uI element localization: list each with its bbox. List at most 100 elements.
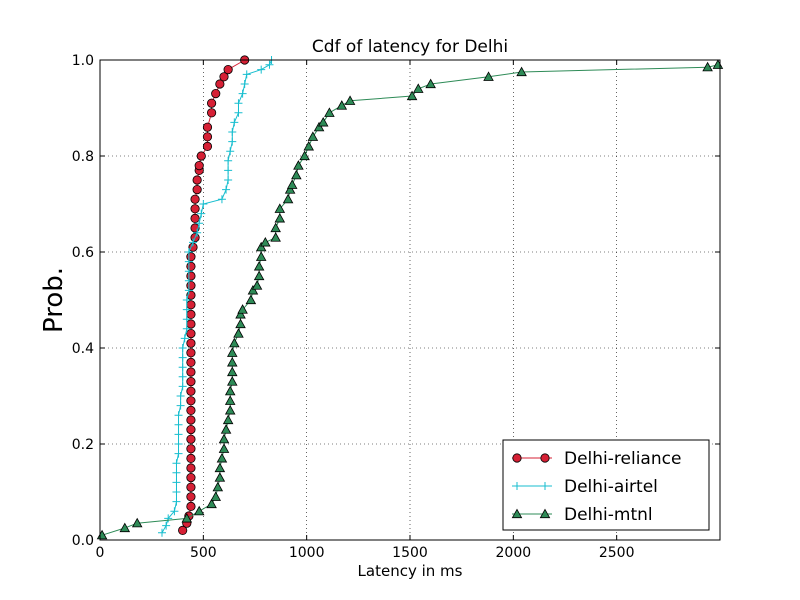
data-point-delhi-airtel bbox=[174, 449, 183, 458]
data-point-delhi-reliance bbox=[194, 161, 204, 171]
data-point-delhi-reliance bbox=[186, 482, 196, 492]
data-point-delhi-mtnl bbox=[344, 95, 356, 105]
data-point-delhi-mtnl bbox=[253, 260, 265, 271]
x-tick-label: 500 bbox=[190, 545, 217, 561]
data-point-delhi-airtel bbox=[224, 176, 233, 184]
legend-entry-delhi-mtnl: Delhi-mtnl bbox=[511, 505, 653, 525]
data-point-delhi-airtel bbox=[174, 440, 183, 448]
data-point-delhi-reliance bbox=[186, 472, 196, 483]
data-point-delhi-reliance bbox=[186, 501, 196, 511]
data-point-delhi-reliance bbox=[192, 175, 202, 185]
chart-title: Cdf of latency for Delhi bbox=[312, 37, 508, 57]
data-point-delhi-mtnl bbox=[212, 481, 224, 492]
data-point-delhi-airtel bbox=[172, 478, 181, 487]
data-point-delhi-reliance bbox=[186, 309, 196, 319]
data-point-delhi-airtel bbox=[182, 315, 191, 324]
legend-marker-delhi-airtel bbox=[513, 482, 521, 490]
series-layer bbox=[96, 55, 724, 540]
data-point-delhi-reliance bbox=[186, 405, 196, 415]
legend-marker-delhi-reliance bbox=[540, 453, 550, 463]
data-point-delhi-reliance bbox=[186, 271, 196, 281]
data-point-delhi-airtel bbox=[178, 344, 187, 352]
data-point-delhi-airtel bbox=[234, 99, 243, 108]
data-point-delhi-mtnl bbox=[226, 376, 238, 386]
data-point-delhi-reliance bbox=[186, 348, 196, 358]
data-point-delhi-reliance bbox=[186, 463, 196, 473]
y-axis-label: Prob. bbox=[39, 267, 69, 333]
data-point-delhi-airtel bbox=[265, 60, 274, 69]
data-point-delhi-airtel bbox=[230, 118, 239, 127]
legend-box bbox=[502, 439, 710, 531]
data-point-delhi-mtnl bbox=[119, 522, 131, 533]
data-point-delhi-airtel bbox=[228, 128, 237, 136]
data-point-delhi-reliance bbox=[186, 396, 196, 406]
y-tick-label: 0.4 bbox=[72, 341, 94, 357]
data-point-delhi-reliance bbox=[186, 492, 196, 502]
data-point-delhi-mtnl bbox=[307, 131, 319, 141]
series-delhi-airtel bbox=[158, 56, 276, 537]
data-point-delhi-airtel bbox=[242, 70, 251, 79]
data-point-delhi-airtel bbox=[217, 195, 226, 204]
data-point-delhi-mtnl bbox=[226, 356, 238, 367]
data-point-delhi-airtel bbox=[228, 137, 237, 146]
legend-label-delhi-airtel: Delhi-airtel bbox=[564, 477, 658, 497]
data-point-delhi-reliance bbox=[202, 122, 213, 132]
data-point-delhi-mtnl bbox=[255, 251, 267, 261]
data-point-delhi-mtnl bbox=[425, 78, 436, 89]
data-point-delhi-mtnl bbox=[206, 498, 217, 509]
x-tick-label: 2500 bbox=[599, 545, 635, 561]
data-point-delhi-reliance bbox=[186, 386, 196, 396]
legend-marker-delhi-mtnl bbox=[539, 508, 551, 519]
data-point-delhi-mtnl bbox=[214, 462, 226, 473]
data-point-delhi-reliance bbox=[211, 89, 221, 99]
data-point-delhi-mtnl bbox=[303, 140, 315, 151]
data-point-delhi-airtel bbox=[184, 286, 193, 295]
data-point-delhi-mtnl bbox=[222, 414, 234, 425]
data-point-delhi-airtel bbox=[178, 372, 187, 381]
data-point-delhi-mtnl bbox=[216, 452, 228, 463]
data-point-delhi-reliance bbox=[186, 319, 196, 329]
data-point-delhi-mtnl bbox=[260, 236, 271, 247]
data-point-delhi-airtel bbox=[178, 382, 187, 391]
data-point-delhi-reliance bbox=[186, 280, 196, 291]
data-point-delhi-reliance bbox=[202, 132, 213, 142]
data-point-delhi-reliance bbox=[202, 141, 213, 151]
data-point-delhi-airtel bbox=[182, 324, 191, 333]
legend-entry-delhi-reliance: Delhi-reliance bbox=[512, 449, 681, 469]
series-delhi-reliance bbox=[178, 55, 250, 536]
data-point-delhi-reliance bbox=[186, 300, 196, 310]
legend-label-delhi-mtnl: Delhi-mtnl bbox=[564, 505, 653, 525]
data-point-delhi-reliance bbox=[186, 415, 196, 425]
data-point-delhi-airtel bbox=[193, 228, 202, 237]
data-point-delhi-mtnl bbox=[270, 232, 281, 242]
data-point-delhi-mtnl bbox=[131, 517, 143, 528]
data-point-delhi-mtnl bbox=[317, 116, 329, 127]
x-tick-label: 2000 bbox=[496, 545, 532, 561]
data-point-delhi-reliance bbox=[186, 252, 196, 262]
data-point-delhi-mtnl bbox=[220, 424, 232, 434]
data-point-delhi-airtel bbox=[182, 296, 191, 304]
data-point-delhi-airtel bbox=[197, 209, 206, 218]
data-point-delhi-airtel bbox=[172, 488, 181, 496]
series-delhi-mtnl bbox=[96, 59, 724, 540]
legend: Delhi-reliance Delhi-airtel Delhi-mtnl bbox=[502, 439, 710, 531]
data-point-delhi-mtnl bbox=[226, 347, 238, 357]
data-point-delhi-mtnl bbox=[181, 512, 193, 523]
data-point-delhi-airtel bbox=[158, 528, 166, 537]
data-point-delhi-reliance bbox=[178, 525, 188, 536]
data-point-delhi-mtnl bbox=[237, 304, 248, 314]
data-point-delhi-mtnl bbox=[284, 184, 296, 194]
legend-marker-delhi-reliance bbox=[512, 453, 522, 463]
data-point-delhi-mtnl bbox=[218, 433, 230, 444]
data-point-delhi-reliance bbox=[186, 338, 196, 348]
data-point-delhi-airtel bbox=[172, 468, 181, 477]
data-point-delhi-reliance bbox=[190, 213, 200, 223]
data-point-delhi-airtel bbox=[174, 411, 183, 420]
data-point-delhi-reliance bbox=[186, 367, 196, 377]
data-point-delhi-mtnl bbox=[282, 193, 294, 204]
data-point-delhi-airtel bbox=[172, 497, 181, 506]
data-point-delhi-reliance bbox=[186, 261, 196, 271]
legend-entry-delhi-airtel: Delhi-airtel bbox=[512, 477, 658, 497]
x-axis-label: Latency in ms bbox=[358, 562, 463, 580]
